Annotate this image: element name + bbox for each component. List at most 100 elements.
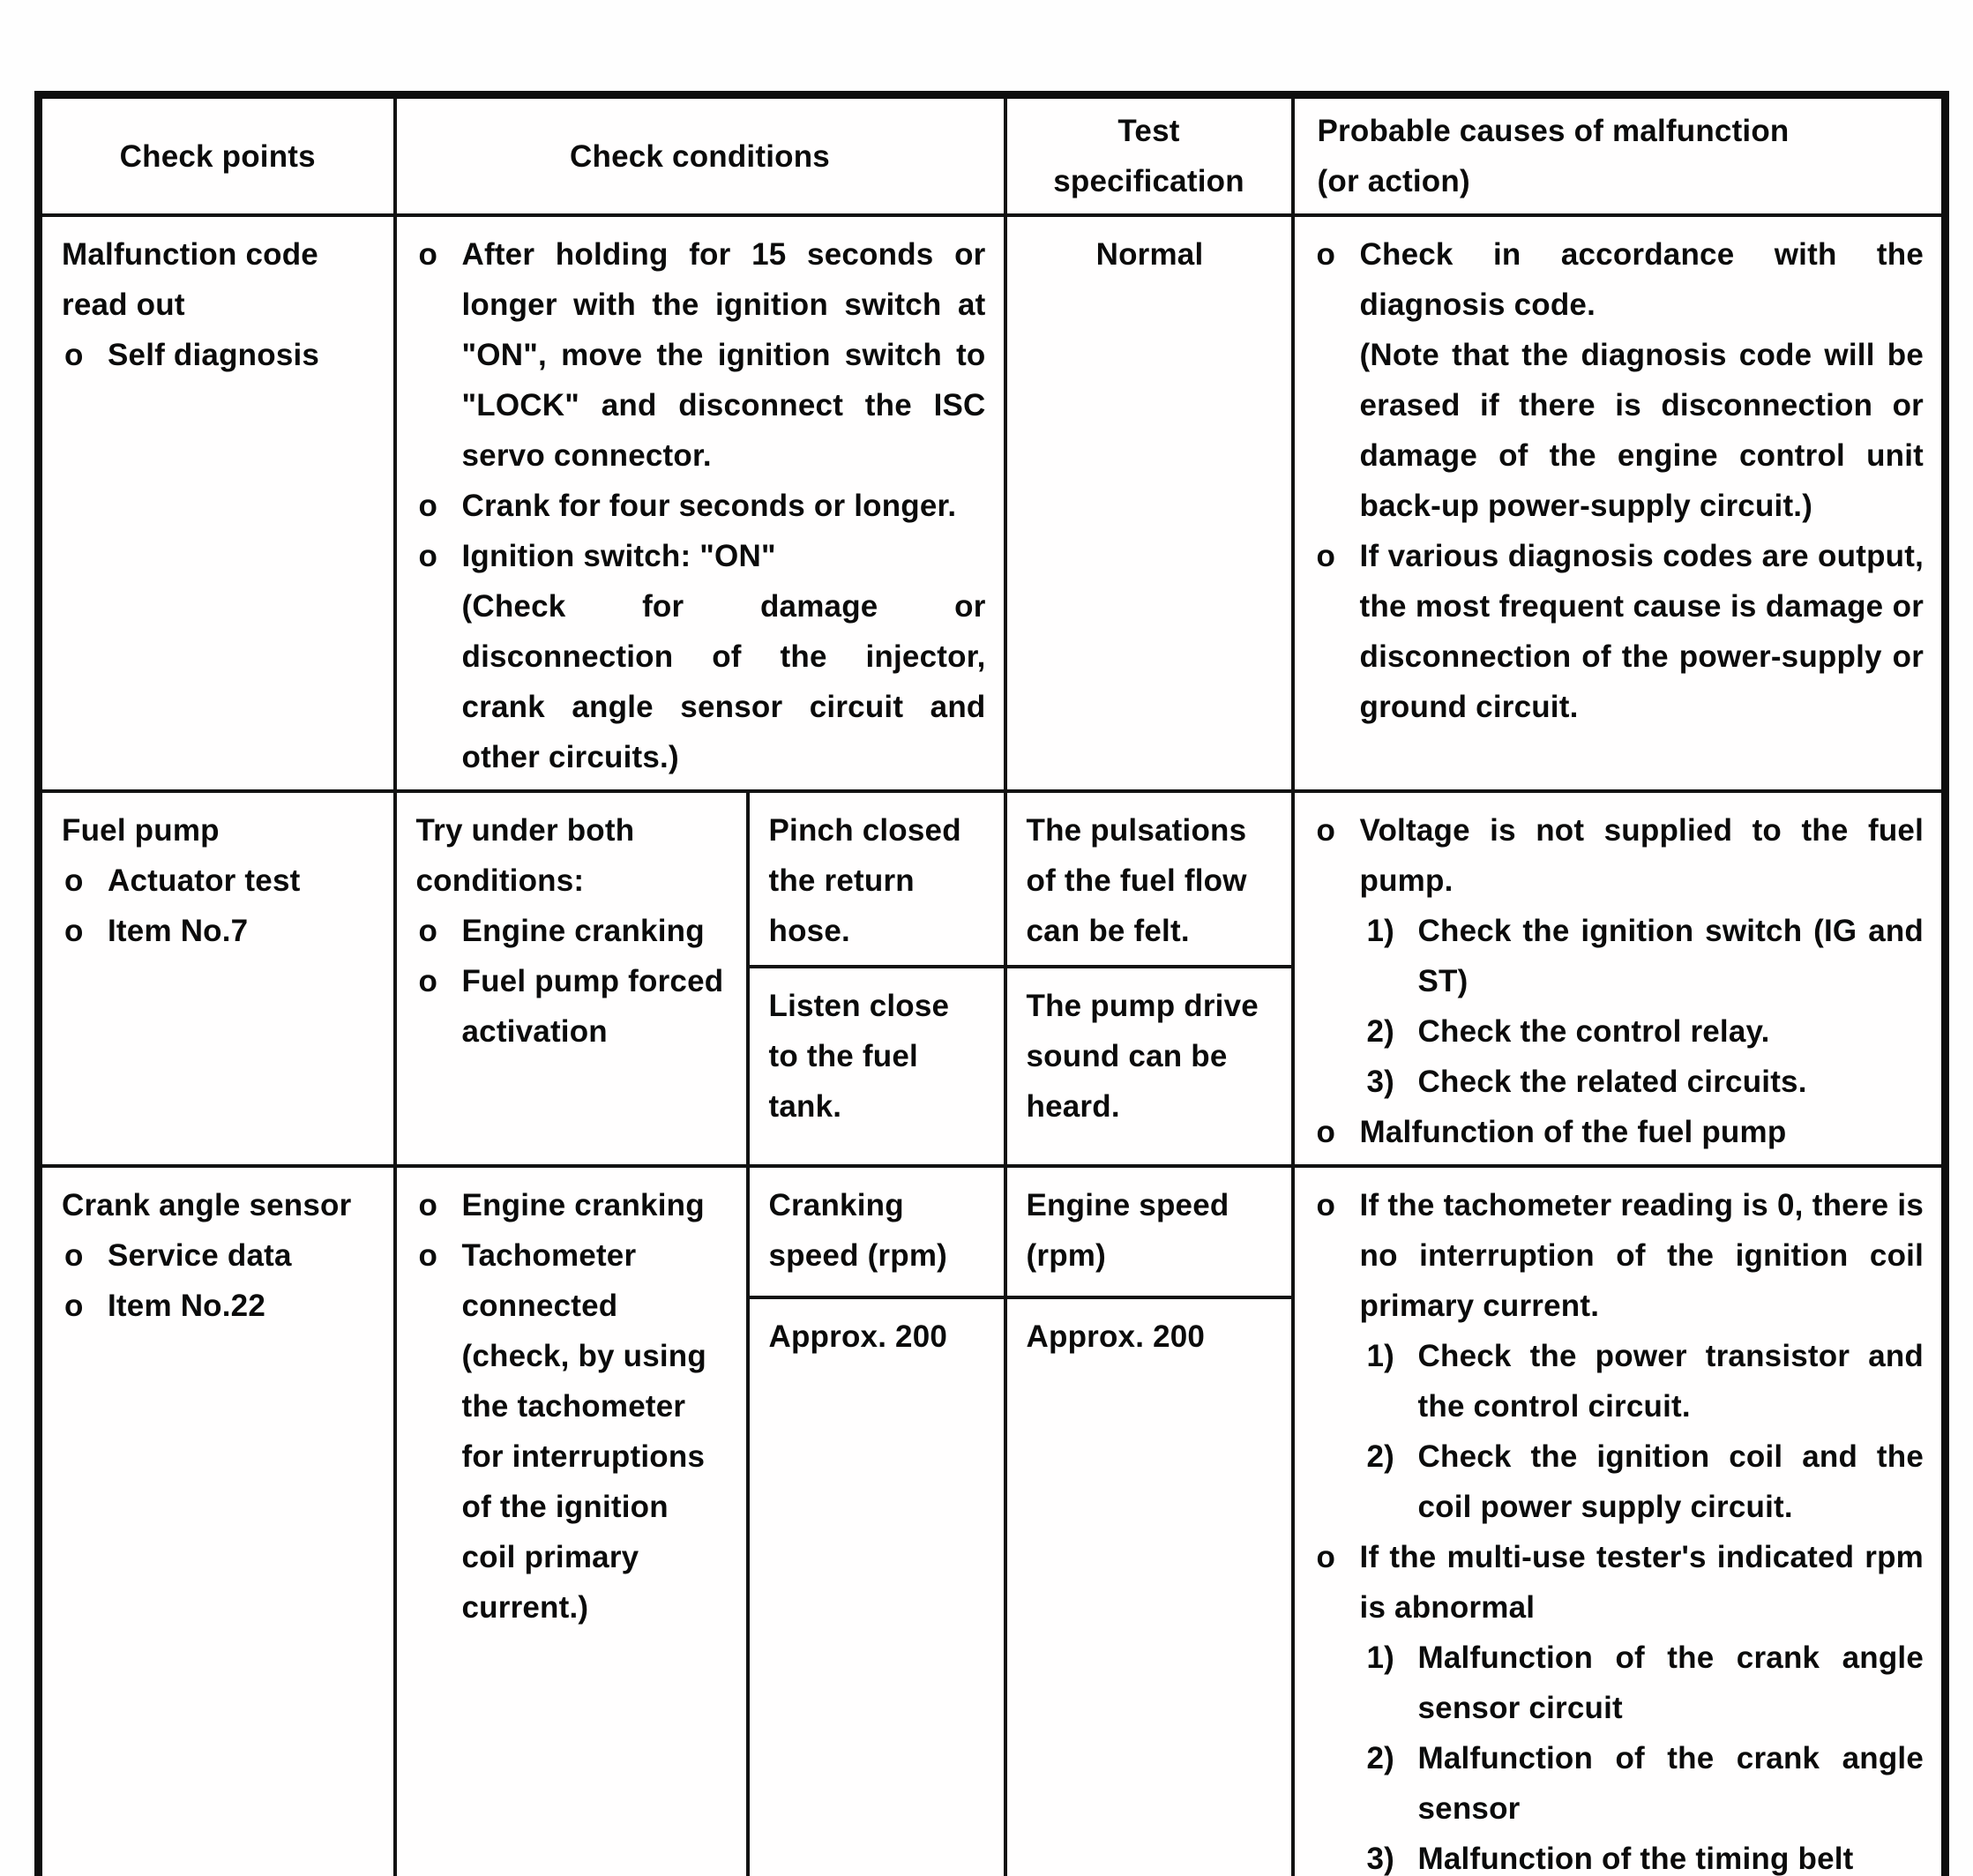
condition-text: Crank for four seconds or longer. <box>461 489 957 523</box>
bullet-marker: o <box>418 964 438 998</box>
cause-step: 1) Check the ignition switch (IG and ST) <box>1360 906 1924 1006</box>
bullet-marker: o <box>1316 1115 1336 1149</box>
check-point-item: o Service data <box>62 1230 376 1281</box>
method-cell-cranking-speed: Cranking speed (rpm) <box>745 1163 1007 1300</box>
check-points-cell-crank-angle-sensor: Crank angle sensor o Service data o Item… <box>36 1164 397 1876</box>
check-point-item: o Self diagnosis <box>62 330 376 380</box>
bullet-marker: o <box>64 1238 84 1273</box>
step-marker: 2) <box>1366 1439 1395 1474</box>
probable-causes-header-line2: (or action) <box>1317 164 1470 198</box>
cause-item: o Malfunction of the fuel pump <box>1314 1107 1924 1157</box>
condition-item: o Ignition switch: "ON" (Check for damag… <box>416 531 986 782</box>
bullet-marker: o <box>418 914 438 948</box>
check-point-item: o Item No.22 <box>62 1281 376 1331</box>
condition-text: Tachometer connected (check, by using th… <box>461 1238 706 1625</box>
condition-item: o Engine cranking <box>416 906 729 956</box>
cause-step: 2) Malfunction of the crank angle sensor <box>1360 1733 1924 1834</box>
cause-item: o Check in accordance with the diagnosis… <box>1314 229 1924 531</box>
check-point-item-text: Item No.22 <box>108 1289 265 1323</box>
row-malfunction-code: Malfunction code read out o Self diagnos… <box>36 213 1947 793</box>
row-crank-angle-sensor: Crank angle sensor o Service data o Item… <box>36 1163 1947 1876</box>
bullet-marker: o <box>1316 1188 1336 1222</box>
step-text: Check the power transistor and the contr… <box>1417 1339 1924 1424</box>
step-text: Check the ignition switch (IG and ST) <box>1417 914 1924 998</box>
step-marker: 3) <box>1366 1065 1395 1099</box>
bullet-marker: o <box>418 1238 438 1273</box>
bullet-marker: o <box>64 338 84 372</box>
cause-text: Voltage is not supplied to the fuel pump… <box>1359 813 1924 898</box>
check-point-item-text: Item No.7 <box>108 914 249 948</box>
bullet-marker: o <box>64 863 84 898</box>
cause-text: If various diagnosis codes are output, t… <box>1359 539 1924 724</box>
cause-text: Check in accordance with the diagnosis c… <box>1359 237 1924 322</box>
step-text: Check the related circuits. <box>1417 1065 1807 1099</box>
cause-text: If the multi-use tester's indicated rpm … <box>1359 1540 1924 1625</box>
probable-causes-cell-malfunction-code: o Check in accordance with the diagnosis… <box>1290 213 1947 793</box>
check-point-item: o Item No.7 <box>62 906 376 956</box>
cause-text: If the tachometer reading is 0, there is… <box>1359 1188 1924 1323</box>
test-spec-cell-pulsations: The pulsations of the fuel flow can be f… <box>1003 789 1295 969</box>
step-marker: 1) <box>1366 1339 1395 1373</box>
cause-step: 1) Check the power transistor and the co… <box>1360 1331 1924 1431</box>
step-text: Malfunction of the crank angle sensor ci… <box>1417 1641 1924 1725</box>
condition-text: Engine cranking <box>461 1188 705 1222</box>
check-point-item: o Actuator test <box>62 856 376 906</box>
cause-item: o Voltage is not supplied to the fuel pu… <box>1314 805 1924 1107</box>
condition-item: o After holding for 15 seconds or longer… <box>416 229 986 481</box>
condition-text: Fuel pump forced activation <box>461 964 724 1049</box>
step-marker: 2) <box>1366 1741 1395 1775</box>
col-header-probable-causes: Probable causes of malfunction (or actio… <box>1290 93 1947 217</box>
bullet-marker: o <box>418 489 438 523</box>
cause-step: 1) Malfunction of the crank angle sensor… <box>1360 1633 1924 1733</box>
col-header-test-specification: Test specification <box>1003 93 1295 217</box>
cause-item: o If the tachometer reading is 0, there … <box>1314 1180 1924 1532</box>
probable-causes-cell-fuel-pump: o Voltage is not supplied to the fuel pu… <box>1290 789 1947 1168</box>
method-cell-pinch-hose: Pinch closed the return hose. <box>745 789 1007 969</box>
condition-text: Ignition switch: "ON" <box>461 539 776 573</box>
cause-note: (Note that the diagnosis code will be er… <box>1359 338 1924 523</box>
probable-causes-cell-crank-angle-sensor: o If the tachometer reading is 0, there … <box>1290 1164 1947 1876</box>
probable-causes-header-line1: Probable causes of malfunction <box>1317 114 1790 148</box>
condition-item: o Fuel pump forced activation <box>416 956 729 1057</box>
bullet-marker: o <box>418 237 438 272</box>
row-fuel-pump-sub: Listen close to the fuel tank. The pump … <box>39 965 1946 1168</box>
check-points-cell-fuel-pump: Fuel pump o Actuator test o Item No.7 <box>36 789 397 1168</box>
check-conditions-cell-malfunction-code: o After holding for 15 seconds or longer… <box>392 213 1007 793</box>
check-points-cell-malfunction-code: Malfunction code read out o Self diagnos… <box>36 213 397 793</box>
col-header-check-points: Check points <box>36 93 397 217</box>
cause-item: o If various diagnosis codes are output,… <box>1314 531 1924 732</box>
row-crank-angle-sensor-sub: Approx. 200 Approx. 200 <box>39 1296 1946 1876</box>
cause-step: 2) Check the control relay. <box>1360 1006 1924 1057</box>
cause-step: 3) Check the related circuits. <box>1360 1057 1924 1107</box>
condition-item: o Tachometer connected (check, by using … <box>416 1230 729 1633</box>
condition-note: (Check for damage or disconnection of th… <box>461 589 986 774</box>
bullet-marker: o <box>418 1188 438 1222</box>
cause-step: 2) Check the ignition coil and the coil … <box>1360 1431 1924 1532</box>
test-spec-cell-approx-200: Approx. 200 <box>1003 1296 1295 1876</box>
step-marker: 1) <box>1366 914 1395 948</box>
condition-item: o Engine cranking <box>416 1180 729 1230</box>
condition-item: o Crank for four seconds or longer. <box>416 481 986 531</box>
condition-text: After holding for 15 seconds or longer w… <box>461 237 986 473</box>
test-spec-cell-engine-speed: Engine speed (rpm) <box>1003 1163 1295 1300</box>
method-cell-listen-tank: Listen close to the fuel tank. <box>745 965 1007 1168</box>
bullet-marker: o <box>1316 1540 1336 1574</box>
bullet-marker: o <box>1316 813 1336 848</box>
row-fuel-pump: Fuel pump o Actuator test o Item No.7 Tr… <box>36 789 1947 1168</box>
step-marker: 3) <box>1366 1842 1395 1876</box>
test-spec-cell-pump-sound: The pump drive sound can be heard. <box>1003 965 1295 1168</box>
step-text: Check the ignition coil and the coil pow… <box>1417 1439 1924 1524</box>
condition-text: Engine cranking <box>461 914 705 948</box>
step-text: Check the control relay. <box>1417 1014 1770 1049</box>
check-point-item-text: Self diagnosis <box>108 338 320 372</box>
step-text: Malfunction of the crank angle sensor <box>1417 1741 1924 1826</box>
bullet-marker: o <box>1316 237 1336 272</box>
check-point-title: Malfunction code read out <box>62 237 318 322</box>
bullet-marker: o <box>64 914 84 948</box>
check-point-title: Fuel pump <box>62 813 220 848</box>
method-cell-approx-200: Approx. 200 <box>745 1296 1007 1876</box>
step-marker: 1) <box>1366 1641 1395 1675</box>
step-marker: 2) <box>1366 1014 1395 1049</box>
bullet-marker: o <box>64 1289 84 1323</box>
